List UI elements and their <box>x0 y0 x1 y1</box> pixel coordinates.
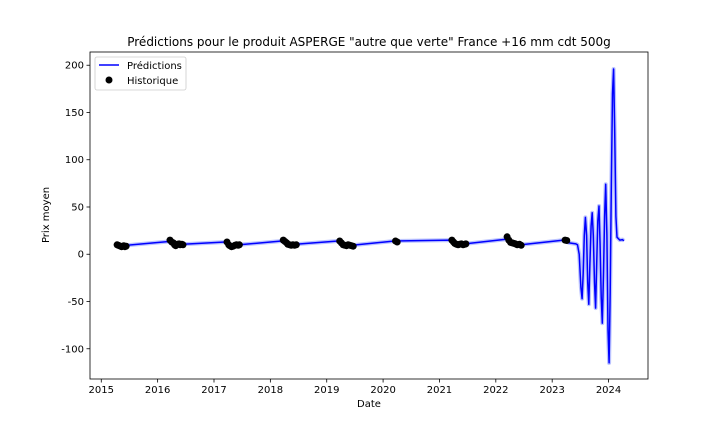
historique-point <box>292 241 300 249</box>
x-tick-label: 2021 <box>427 385 452 396</box>
prediction-line-group <box>117 68 625 364</box>
historique-point <box>122 242 130 250</box>
historique-point <box>393 238 401 246</box>
x-tick-label: 2015 <box>89 385 114 396</box>
x-tick-label: 2023 <box>539 385 564 396</box>
x-tick-label: 2016 <box>145 385 170 396</box>
axes-frame <box>89 51 649 380</box>
x-tick-label: 2019 <box>314 385 339 396</box>
x-tick-label: 2024 <box>596 385 621 396</box>
legend: Prédictions Historique <box>94 56 187 91</box>
y-tick-label: -100 <box>61 344 84 355</box>
chart-title: Prédictions pour le produit ASPERGE "aut… <box>127 35 611 49</box>
x-tick-label: 2017 <box>201 385 226 396</box>
historique-points <box>113 233 571 251</box>
historique-point <box>517 241 525 249</box>
legend-dot-swatch <box>105 76 113 84</box>
y-tick-label: 0 <box>78 250 84 261</box>
y-tick-label: 100 <box>65 155 84 166</box>
plot-area <box>113 67 626 365</box>
historique-point <box>349 242 357 250</box>
legend-label-predictions: Prédictions <box>127 60 182 72</box>
y-axis-ticks: -100 -50 0 50 100 150 200 <box>61 61 90 355</box>
x-axis-label: Date <box>357 399 381 410</box>
x-axis-ticks: 2015 2016 2017 2018 2019 2020 2021 2022 2023 2024 <box>89 379 621 396</box>
x-tick-label: 2018 <box>258 385 283 396</box>
historique-point <box>235 241 243 249</box>
y-tick-label: -50 <box>68 297 84 308</box>
legend-label-historique: Historique <box>127 76 178 87</box>
y-axis-label: Prix moyen <box>41 187 52 243</box>
y-tick-label: 50 <box>71 202 84 213</box>
historique-point <box>563 237 571 244</box>
x-tick-label: 2022 <box>483 385 508 396</box>
x-tick-label: 2020 <box>370 385 395 396</box>
y-tick-label: 150 <box>65 108 84 119</box>
historique-point <box>179 241 187 249</box>
y-tick-label: 200 <box>65 61 84 72</box>
historique-point <box>462 240 470 248</box>
prediction-line <box>117 68 625 364</box>
